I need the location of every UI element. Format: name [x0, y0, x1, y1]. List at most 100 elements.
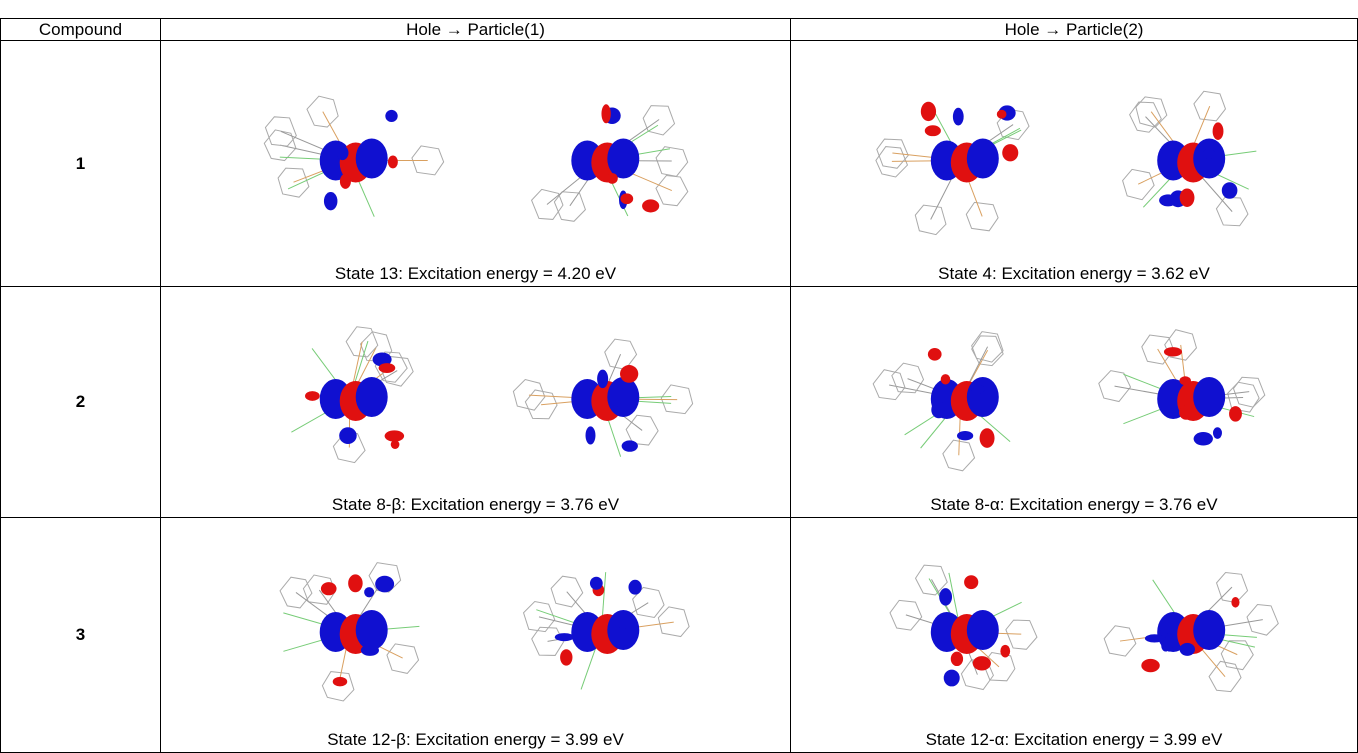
ring [387, 644, 419, 674]
orbital-lobe [967, 610, 999, 650]
ring [915, 205, 946, 234]
molecule [1099, 330, 1265, 446]
orbital-lobe [1203, 149, 1216, 159]
image-cell: State 13: Excitation energy = 4.20 eV [161, 41, 791, 287]
orbital-lobe [1231, 597, 1239, 608]
molecule [280, 563, 419, 701]
orbital-lobe [967, 377, 999, 417]
molecule [1104, 572, 1278, 691]
ring [658, 607, 689, 637]
header-cell: Hole → Particle(1) [161, 19, 791, 41]
orbital-lobe [375, 576, 394, 593]
header-cell: Compound [1, 19, 161, 41]
orbital-lobe [941, 374, 950, 384]
orbital-lobe [590, 577, 603, 590]
ring [656, 175, 688, 205]
orbital-lobe [1145, 634, 1164, 642]
orbital-lobe [628, 580, 641, 595]
orbital-lobe [560, 649, 572, 665]
orbital-lobe [339, 427, 356, 444]
molecule [876, 102, 1029, 235]
compound-label: 2 [1, 287, 161, 518]
ring [656, 147, 688, 177]
molecule [264, 96, 443, 217]
orbital-lobe [1002, 144, 1018, 161]
ring [278, 168, 309, 197]
ring [966, 202, 998, 230]
molecule [291, 327, 413, 463]
orbital-lobe [1000, 645, 1010, 658]
orbital-lobe [360, 154, 374, 170]
molecule [532, 104, 688, 221]
molecule [873, 332, 1010, 471]
header-cell: Hole → Particle(2) [791, 19, 1358, 41]
orbital-lobe [953, 108, 964, 126]
molecule [890, 565, 1037, 689]
compound-label: 1 [1, 41, 161, 287]
orbital-lobe [620, 365, 638, 383]
orbital-lobe [1179, 376, 1190, 385]
results-table: Compound Hole → Particle(1) Hole → Parti… [0, 18, 1358, 753]
orbital-lobe [1213, 427, 1222, 439]
orbital-lobe [973, 656, 991, 670]
orbital-lobe [971, 385, 984, 394]
orbital-lobe [1222, 182, 1238, 199]
orbital-image [161, 518, 790, 730]
orbital-lobe [356, 377, 388, 417]
orbital-lobe [586, 426, 596, 444]
orbital-lobe [1165, 633, 1173, 652]
caption: State 8-α: Excitation energy = 3.76 eV [791, 495, 1357, 515]
orbital-lobe [361, 645, 379, 656]
orbital-lobe [388, 156, 398, 169]
orbital-lobe [1213, 122, 1224, 140]
orbital-lobe [324, 192, 337, 210]
orbital-lobe [1141, 659, 1159, 672]
orbital-lobe [951, 652, 963, 666]
orbital-lobe [964, 575, 978, 589]
caption: State 13: Excitation energy = 4.20 eV [161, 264, 790, 284]
ring [322, 672, 354, 701]
orbital-lobe [1164, 347, 1182, 356]
orbital-lobe [364, 587, 374, 597]
image-cell: State 8-β: Excitation energy = 3.76 eV [161, 287, 791, 518]
orbital-lobe [1179, 405, 1193, 420]
orbital-lobe [613, 390, 631, 408]
orbital-lobe [928, 348, 942, 361]
molecule [513, 339, 692, 456]
orbital-lobe [921, 102, 936, 121]
ring [1233, 377, 1264, 407]
image-cell: State 8-α: Excitation energy = 3.76 eV [791, 287, 1358, 518]
orbital-lobe [1180, 188, 1195, 206]
caption: State 8-β: Excitation energy = 3.76 eV [161, 495, 790, 515]
orbital-lobe [601, 104, 610, 123]
orbital-lobe [944, 670, 960, 687]
orbital-lobe [957, 431, 973, 440]
orbital-lobe [379, 363, 396, 373]
orbital-image [161, 287, 790, 495]
orbital-lobe [597, 370, 608, 389]
orbital-lobe [967, 139, 999, 179]
orbital-lobe [348, 574, 363, 592]
orbital-lobe [980, 428, 995, 448]
orbital-lobe [1229, 406, 1242, 422]
orbital-lobe [555, 633, 574, 641]
ring [1194, 91, 1226, 121]
orbital-image [791, 518, 1357, 730]
caption: State 4: Excitation energy = 3.62 eV [791, 264, 1357, 284]
orbital-lobe [385, 430, 404, 441]
orbital-lobe [622, 440, 638, 451]
molecule [1123, 91, 1257, 225]
orbital-lobe [607, 139, 639, 179]
ring [873, 370, 905, 400]
orbital-image [161, 41, 790, 264]
orbital-lobe [1180, 643, 1195, 656]
molecule [524, 572, 690, 689]
orbital-lobe [997, 110, 1007, 119]
orbital-lobe [333, 677, 347, 687]
orbital-image [791, 287, 1357, 495]
orbital-lobe [337, 146, 349, 160]
compound-label: 3 [1, 518, 161, 753]
